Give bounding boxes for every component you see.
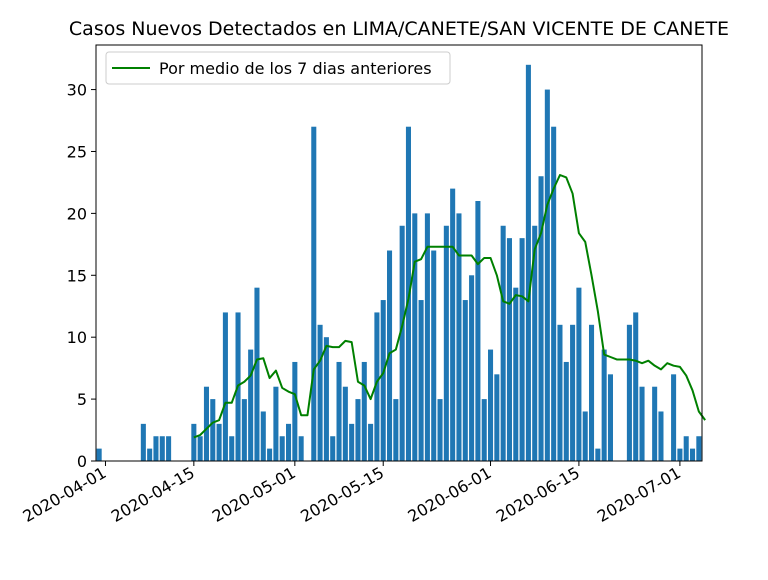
bar: [330, 436, 336, 461]
chart-legend: Por medio de los 7 dias anteriores: [105, 51, 451, 85]
bar: [254, 287, 260, 461]
bar: [210, 399, 216, 461]
bar: [500, 225, 506, 461]
bar: [696, 436, 702, 461]
bar: [532, 225, 538, 461]
plot-frame: [95, 44, 703, 462]
y-tick-label: 15: [67, 266, 87, 285]
bar: [557, 324, 563, 461]
bar: [538, 176, 544, 462]
bar: [393, 399, 399, 461]
y-tick-label: 25: [67, 142, 87, 161]
bar: [286, 423, 292, 461]
bar: [469, 275, 475, 461]
bar: [652, 386, 658, 461]
bar: [368, 423, 374, 461]
bar: [418, 300, 424, 461]
line-layer: [193, 174, 706, 439]
bar: [374, 312, 380, 461]
y-tick-label: 5: [77, 390, 87, 409]
bar: [342, 386, 348, 461]
chart-title: Casos Nuevos Detectados en LIMA/CANETE/S…: [69, 18, 729, 40]
bar: [292, 361, 298, 461]
bar: [607, 374, 613, 461]
bar: [323, 337, 329, 461]
bar: [563, 361, 569, 461]
bar: [380, 300, 386, 461]
bar: [355, 399, 361, 461]
bar: [96, 448, 102, 461]
bar: [191, 423, 197, 461]
bar: [639, 386, 645, 461]
bar: [443, 225, 449, 461]
bar: [601, 349, 607, 461]
bar: [506, 238, 512, 461]
bar: [349, 423, 355, 461]
bar: [166, 436, 172, 461]
bar: [544, 89, 550, 461]
bar: [197, 436, 203, 461]
legend-box: [105, 51, 451, 85]
bar: [626, 324, 632, 461]
bar: [311, 126, 317, 462]
y-tick-label: 10: [67, 328, 87, 347]
bar: [248, 349, 254, 461]
bar: [519, 238, 525, 461]
bar: [481, 399, 487, 461]
moving-average-line: [193, 174, 706, 439]
bar: [140, 423, 146, 461]
bar: [450, 188, 456, 461]
bar: [279, 436, 285, 461]
bar: [216, 423, 222, 461]
bar: [437, 399, 443, 461]
y-tick-label: 30: [67, 81, 87, 100]
bar: [671, 374, 677, 461]
bar: [633, 312, 639, 461]
bar: [658, 411, 664, 461]
bar: [203, 386, 209, 461]
bar: [273, 386, 279, 461]
bar: [424, 213, 430, 461]
bar: [462, 300, 468, 461]
bar: [513, 287, 519, 461]
bar: [412, 213, 418, 461]
bar: [456, 213, 462, 461]
bar: [159, 436, 165, 461]
y-tick-label: 0: [77, 452, 87, 471]
bar: [229, 436, 235, 461]
bars-layer: [96, 64, 702, 462]
bar: [153, 436, 159, 461]
bar: [551, 126, 557, 462]
legend-label: Por medio de los 7 dias anteriores: [159, 59, 432, 78]
bar: [582, 411, 588, 461]
bar: [475, 201, 481, 461]
bar: [683, 436, 689, 461]
bar: [589, 324, 595, 461]
y-tick-label: 20: [67, 204, 87, 223]
bar: [298, 436, 304, 461]
bar: [570, 324, 576, 461]
bar: [317, 324, 323, 461]
bar: [488, 349, 494, 461]
bar: [595, 448, 601, 461]
bar: [260, 411, 266, 461]
bar: [576, 287, 582, 461]
bar: [525, 64, 531, 461]
bar: [361, 361, 367, 461]
bar: [336, 361, 342, 461]
bar: [267, 448, 273, 461]
bar: [677, 448, 683, 461]
bar: [241, 399, 247, 461]
bar: [431, 250, 437, 461]
bar: [399, 225, 405, 461]
bar: [690, 448, 696, 461]
bar: [222, 312, 228, 461]
bar: [494, 374, 500, 461]
bar: [147, 448, 153, 461]
